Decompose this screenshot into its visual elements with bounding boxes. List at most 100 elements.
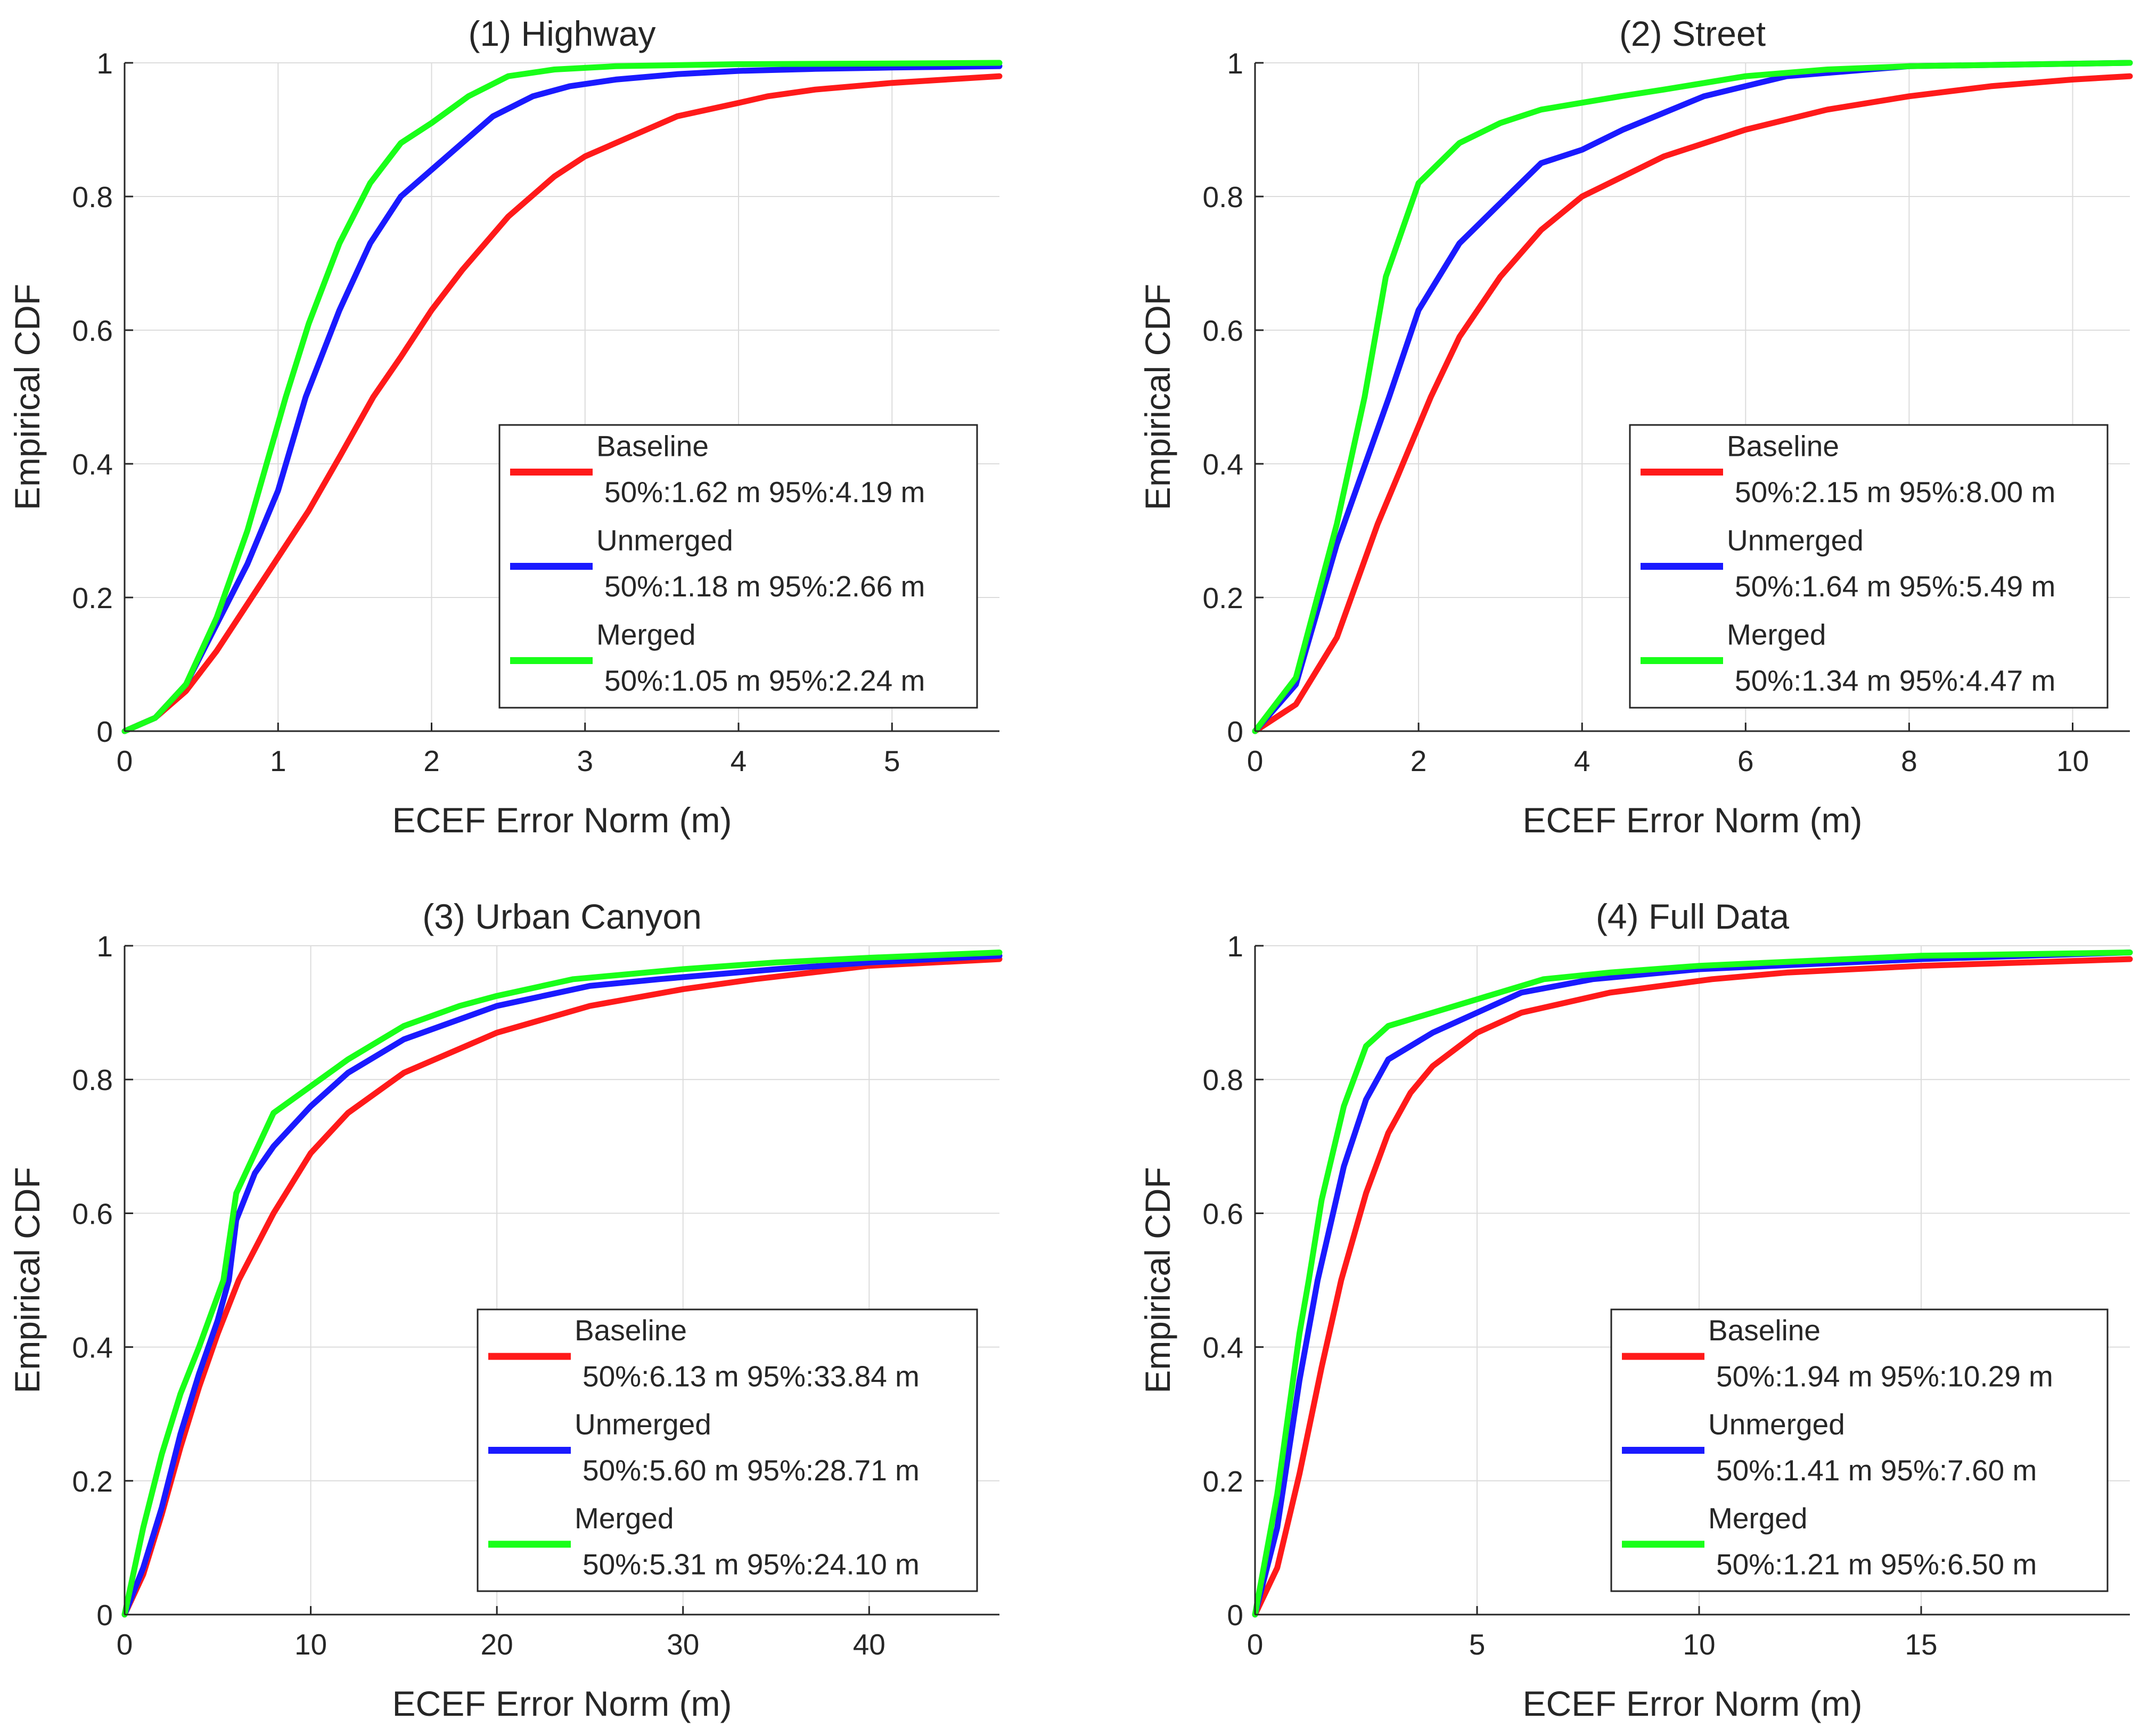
x-axis-label: ECEF Error Norm (m)	[1523, 800, 1863, 840]
legend: Baseline 50%:1.94 m 95%:10.29 m Unmerged 50…	[1610, 1308, 2109, 1592]
legend-series-stats: 50%:1.34 m 95%:4.47 m	[1735, 664, 2055, 697]
series-line-unmerged	[1252, 60, 2133, 734]
x-tick-label: 30	[667, 1628, 699, 1661]
x-tick-label: 0	[1247, 744, 1264, 777]
x-tick-label: 1	[270, 744, 286, 777]
series-line-unmerged	[121, 63, 1003, 734]
series-line-baseline	[1252, 956, 2133, 1618]
y-tick-label: 0.4	[1203, 448, 1243, 481]
x-tick-label: 10	[294, 1628, 327, 1661]
x-tick-label: 0	[117, 1628, 133, 1661]
x-tick-label: 5	[884, 744, 900, 777]
legend: Baseline 50%:1.62 m 95%:4.19 m Unmerged 50%…	[498, 424, 978, 709]
legend-series-stats: 50%:1.62 m 95%:4.19 m	[604, 476, 925, 509]
series-line-merged	[121, 60, 1003, 734]
x-tick-label: 0	[1247, 1628, 1264, 1661]
x-tick-label: 3	[577, 744, 593, 777]
y-tick-label: 0.4	[72, 1331, 113, 1364]
y-tick-label: 0.8	[72, 181, 113, 214]
y-tick-label: 0	[96, 715, 113, 748]
y-tick-label: 0	[1227, 715, 1243, 748]
y-tick-label: 0.8	[72, 1063, 113, 1096]
x-tick-label: 4	[731, 744, 747, 777]
y-tick-label: 0.4	[72, 448, 113, 481]
y-tick-label: 0.2	[72, 1465, 113, 1498]
legend-series-name: Merged	[1727, 618, 1826, 651]
legend-series-name: Unmerged	[575, 1408, 711, 1441]
y-tick-label: 1	[1227, 47, 1243, 80]
legend-series-stats: 50%:5.31 m 95%:24.10 m	[583, 1547, 920, 1581]
series-line-unmerged	[1252, 949, 2133, 1618]
y-tick-label: 0.4	[1203, 1331, 1243, 1364]
legend-series-name: Unmerged	[1708, 1408, 1845, 1441]
y-tick-label: 0.8	[1203, 181, 1243, 214]
y-tick-label: 0.6	[72, 314, 113, 347]
chart-panel-4: 0 5 10 15 0 0.2 0.4 0.6 0.8 1 (4) Full Data ECEF Er…	[1138, 897, 2133, 1723]
legend-series-name: Merged	[596, 618, 695, 651]
y-tick-label: 0.6	[72, 1197, 113, 1230]
series-line-baseline	[121, 73, 1003, 734]
x-tick-label: 6	[1737, 744, 1754, 777]
chart-title: (4) Full Data	[1596, 897, 1789, 936]
series-line-merged	[1252, 949, 2133, 1618]
chart-title: (3) Urban Canyon	[422, 897, 702, 936]
y-axis-label: Empirical CDF	[7, 1167, 47, 1393]
x-tick-label: 40	[853, 1628, 885, 1661]
legend-series-stats: 50%:1.64 m 95%:5.49 m	[1735, 570, 2055, 603]
y-tick-label: 1	[96, 47, 113, 80]
chart-panel-3: 0 10 20 30 40 0 0.2 0.4 0.6 0.8 1 (3) Urban Canyon E…	[7, 897, 1003, 1723]
legend-series-name: Merged	[575, 1502, 674, 1535]
legend-series-name: Baseline	[575, 1314, 687, 1347]
legend-series-name: Merged	[1708, 1502, 1807, 1535]
y-axis-label: Empirical CDF	[1138, 1167, 1177, 1393]
y-tick-label: 0.8	[1203, 1063, 1243, 1096]
y-tick-label: 0.6	[1203, 314, 1243, 347]
x-tick-label: 2	[423, 744, 440, 777]
y-tick-label: 0.6	[1203, 1197, 1243, 1230]
legend: Baseline 50%:2.15 m 95%:8.00 m Unmerged 50%…	[1629, 424, 2109, 709]
legend-series-stats: 50%:1.94 m 95%:10.29 m	[1716, 1360, 2053, 1393]
x-tick-label: 8	[1901, 744, 1917, 777]
legend-series-stats: 50%:1.18 m 95%:2.66 m	[604, 570, 925, 603]
legend-series-stats: 50%:6.13 m 95%:33.84 m	[583, 1360, 920, 1393]
legend-series-name: Baseline	[1708, 1314, 1821, 1347]
x-axis-label: ECEF Error Norm (m)	[392, 800, 732, 840]
y-tick-label: 0	[1227, 1599, 1243, 1632]
legend-series-stats: 50%:1.41 m 95%:7.60 m	[1716, 1454, 2037, 1487]
chart-panel-2: 0 2 4 6 8 10 0 0.2 0.4 0.6 0.8 1 (2) Street ECEF Erro…	[1138, 14, 2133, 840]
series-line-unmerged	[121, 953, 1003, 1618]
y-axis-label: Empirical CDF	[1138, 284, 1177, 510]
legend-series-stats: 50%:5.60 m 95%:28.71 m	[583, 1454, 920, 1487]
legend-series-name: Baseline	[596, 429, 709, 462]
y-tick-label: 0	[96, 1599, 113, 1632]
legend-series-stats: 50%:1.05 m 95%:2.24 m	[604, 664, 925, 697]
x-tick-label: 10	[2056, 744, 2089, 777]
x-tick-label: 5	[1469, 1628, 1486, 1661]
y-tick-label: 1	[1227, 930, 1243, 963]
x-axis-label: ECEF Error Norm (m)	[392, 1684, 732, 1723]
x-tick-label: 20	[481, 1628, 513, 1661]
legend: Baseline 50%:6.13 m 95%:33.84 m Unmerged 50…	[477, 1308, 978, 1592]
chart-title: (1) Highway	[468, 14, 655, 53]
x-tick-label: 2	[1411, 744, 1427, 777]
legend-series-name: Unmerged	[596, 523, 733, 556]
y-tick-label: 0.2	[72, 582, 113, 615]
legend-series-stats: 50%:1.21 m 95%:6.50 m	[1716, 1547, 2037, 1581]
y-tick-label: 1	[96, 930, 113, 963]
x-tick-label: 4	[1574, 744, 1590, 777]
series-line-merged	[121, 949, 1003, 1618]
legend-series-name: Baseline	[1727, 429, 1839, 462]
y-tick-label: 0.2	[1203, 582, 1243, 615]
x-tick-label: 15	[1905, 1628, 1937, 1661]
y-axis-label: Empirical CDF	[7, 284, 47, 510]
x-tick-label: 0	[117, 744, 133, 777]
chart-title: (2) Street	[1619, 14, 1766, 53]
x-axis-label: ECEF Error Norm (m)	[1523, 1684, 1863, 1723]
series-line-baseline	[1252, 73, 2133, 734]
x-tick-label: 10	[1683, 1628, 1715, 1661]
chart-panel-1: 0 1 2 3 4 5 0 0.2 0.4 0.6 0.8 1 (1) Highway ECEF Erro…	[7, 14, 1003, 840]
legend-series-name: Unmerged	[1727, 523, 1864, 556]
series-line-merged	[1252, 60, 2133, 734]
legend-series-stats: 50%:2.15 m 95%:8.00 m	[1735, 476, 2055, 509]
